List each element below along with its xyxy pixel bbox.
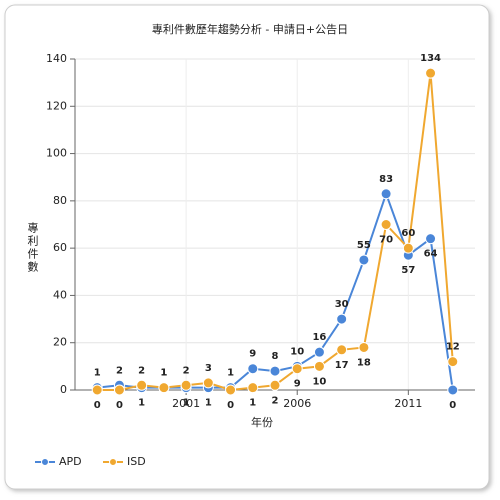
data-label: 9 — [249, 349, 256, 360]
data-point — [269, 365, 281, 377]
data-label: 2 — [116, 365, 123, 376]
data-label: 0 — [94, 400, 101, 411]
data-point — [336, 313, 348, 325]
data-label: 70 — [379, 235, 393, 246]
data-label: 2 — [183, 365, 190, 376]
data-label: 2 — [138, 365, 145, 376]
y-axis-label: 專利件數 — [26, 222, 39, 274]
data-label: 12 — [446, 342, 460, 353]
data-label: 10 — [312, 376, 326, 387]
data-point — [225, 384, 237, 396]
data-label: 3 — [205, 363, 212, 374]
data-point — [291, 363, 303, 375]
data-point — [447, 356, 459, 368]
x-tick-label: 2011 — [394, 397, 422, 410]
data-point — [380, 188, 392, 200]
data-point — [425, 233, 437, 245]
data-label: 30 — [335, 299, 349, 310]
y-tick-label: 60 — [53, 241, 67, 254]
y-tick-label: 20 — [53, 336, 67, 349]
data-label: 1 — [138, 398, 145, 409]
data-label: 2 — [272, 395, 279, 406]
data-label: 1 — [183, 398, 190, 409]
data-point — [336, 344, 348, 356]
data-point — [269, 379, 281, 391]
data-point — [113, 384, 125, 396]
data-label: 64 — [424, 249, 438, 260]
data-point — [313, 346, 325, 358]
frame — [4, 4, 490, 490]
y-tick-label: 80 — [53, 194, 67, 207]
data-point — [380, 219, 392, 230]
data-point — [202, 377, 214, 389]
data-point — [91, 384, 103, 396]
x-tick-label: 2006 — [283, 397, 311, 410]
data-label: 10 — [290, 346, 304, 357]
data-point — [180, 379, 192, 391]
data-label: 1 — [160, 368, 167, 379]
y-tick-label: 140 — [46, 52, 67, 65]
data-point — [358, 341, 370, 353]
x-axis-label: 年份 — [251, 415, 273, 429]
data-label: 16 — [312, 332, 326, 343]
legend-marker — [41, 458, 49, 466]
data-point — [247, 382, 259, 394]
y-tick-label: 100 — [46, 147, 67, 160]
data-point — [136, 379, 148, 391]
data-label: 57 — [401, 265, 415, 276]
data-label: 1 — [249, 398, 256, 409]
chart-title: 專利件數歷年趨勢分析 - 申請日+公告日 — [152, 22, 348, 36]
data-label: 0 — [227, 400, 234, 411]
y-tick-label: 40 — [53, 288, 67, 301]
data-label: 55 — [357, 240, 371, 251]
data-label: 1 — [160, 368, 167, 379]
data-label: 60 — [401, 228, 415, 239]
data-label: 17 — [335, 360, 349, 371]
data-label: 83 — [379, 174, 393, 185]
y-tick-label: 120 — [46, 99, 67, 112]
y-tick-label: 0 — [60, 383, 67, 396]
data-point — [402, 242, 414, 254]
legend-label: APD — [59, 455, 82, 468]
x-tick-label: 2001 — [172, 397, 200, 410]
data-point — [425, 67, 437, 79]
data-point — [313, 360, 325, 372]
data-label: 0 — [449, 400, 456, 411]
data-label: 8 — [272, 351, 279, 362]
data-label: 9 — [294, 379, 301, 390]
data-point — [247, 363, 259, 375]
data-point — [447, 384, 459, 396]
data-label: 0 — [116, 400, 123, 411]
data-label: 1 — [227, 368, 234, 379]
data-point — [158, 382, 170, 394]
data-point — [358, 254, 370, 266]
legend-label: ISD — [127, 455, 146, 468]
data-label: 1 — [205, 398, 212, 409]
data-label: 134 — [420, 53, 441, 64]
data-label: 1 — [94, 368, 101, 379]
legend-marker — [109, 458, 117, 466]
data-label: 18 — [357, 357, 371, 368]
